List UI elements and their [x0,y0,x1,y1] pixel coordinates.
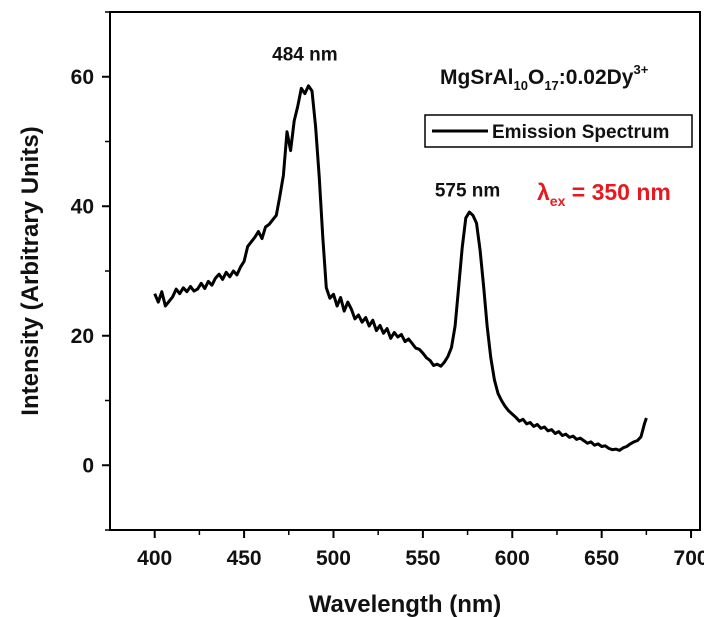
emission-spectrum-line [153,84,648,452]
axes [109,11,701,531]
excitation-wavelength: λex = 350 nm [537,179,671,209]
formula-subscript: 10 [514,78,528,93]
formula-superscript: 3+ [634,62,649,77]
peak-annotation-484: 484 nm [272,45,337,66]
y-axis-title: Intensity (Arbitrary Units) [17,126,44,415]
y-tick-label: 40 [71,195,94,218]
formula-part: MgSrAl [440,66,514,89]
excitation-value: = 350 nm [565,179,670,205]
x-tick-label: 550 [405,547,440,570]
x-axis-title: Wavelength (nm) [309,591,501,617]
phosphor-formula: MgSrAl10O17:0.02Dy3+ [440,62,649,93]
excitation-subscript: ex [550,193,566,209]
x-tick-label: 600 [495,547,530,570]
plot-frame [109,11,701,531]
lambda-symbol: λ [537,179,550,205]
legend: Emission Spectrum [424,114,693,148]
x-tick-label: 450 [227,547,262,570]
x-tick-label: 500 [316,547,351,570]
peak-annotation-575: 575 nm [435,181,500,202]
formula-part: O [528,66,544,89]
y-tick-label: 60 [71,66,94,89]
x-tick-label: 400 [137,547,172,570]
formula-subscript: 17 [544,78,558,93]
tick-labels: 400 450 500 550 600 650 700 0 20 40 60 [71,66,704,570]
ticks [102,11,693,538]
formula-part: :0.02Dy [559,66,634,89]
x-tick-label: 700 [674,547,704,570]
y-tick-label: 0 [82,454,94,477]
legend-label: Emission Spectrum [492,122,669,143]
y-tick-label: 20 [71,325,94,348]
x-tick-label: 650 [584,547,619,570]
